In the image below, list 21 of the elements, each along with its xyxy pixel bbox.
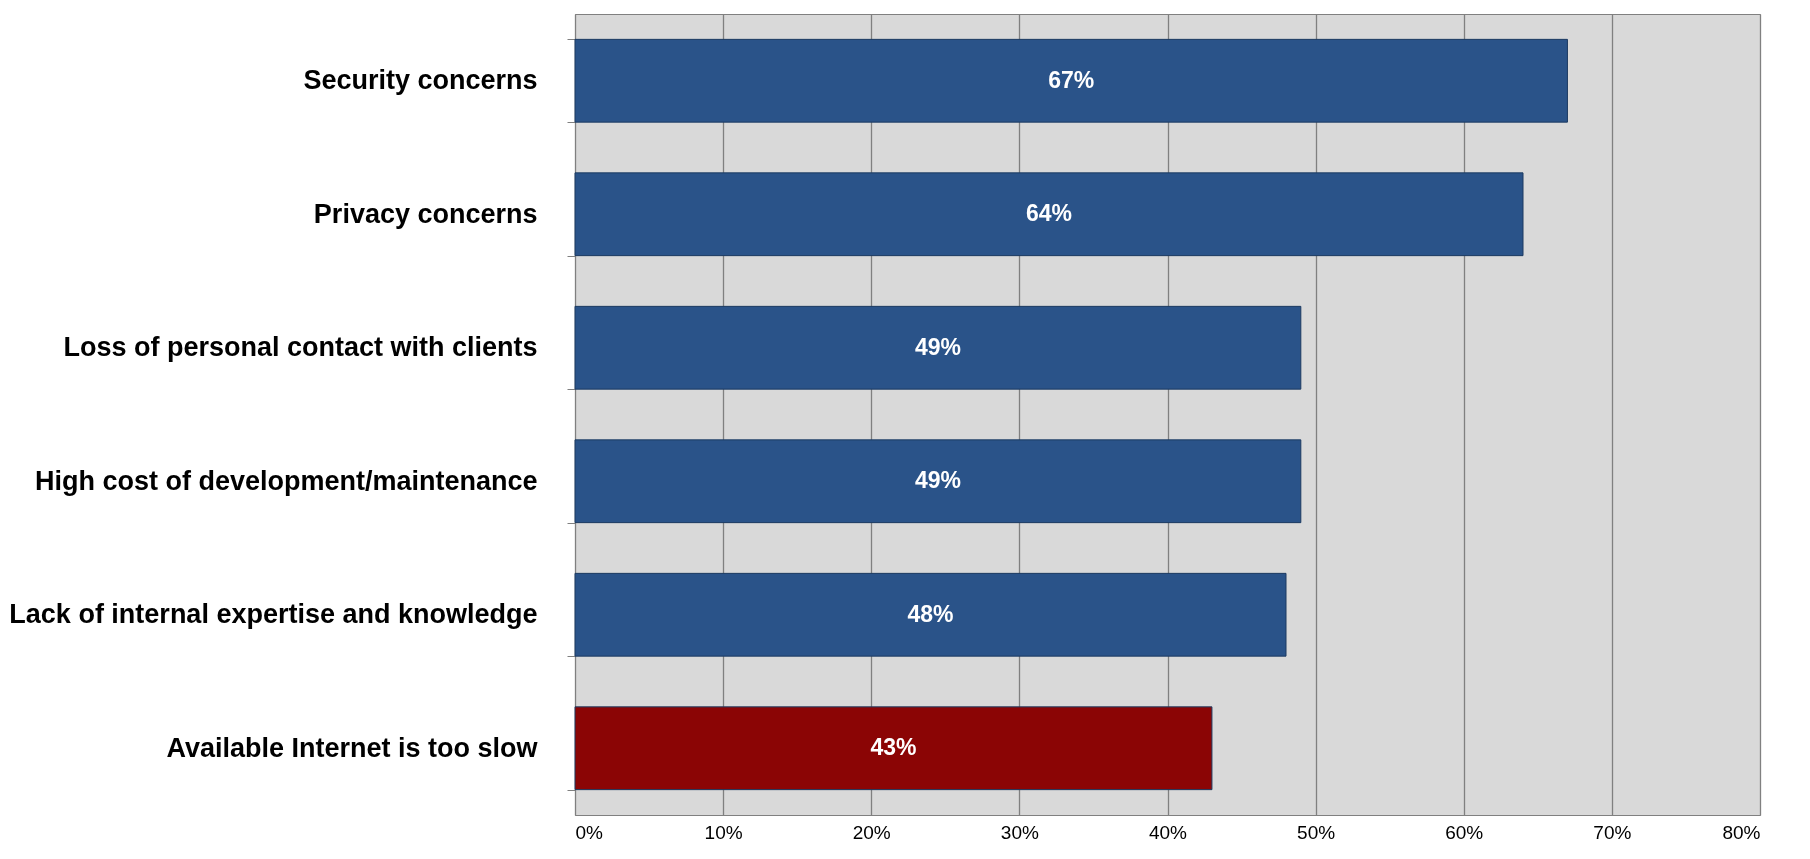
y-tick-label: Loss of personal contact with clients — [63, 332, 538, 363]
data-label: 43% — [870, 734, 917, 761]
x-tick-label: 50% — [1297, 821, 1336, 843]
data-label: 49% — [914, 333, 961, 360]
data-label: 48% — [907, 600, 954, 627]
y-tick-label: Lack of internal expertise and knowledge — [9, 599, 538, 630]
x-tick-label: 40% — [1148, 821, 1188, 843]
y-tick-label: Available Internet is too slow — [166, 732, 539, 763]
x-tick-label: 0% — [575, 821, 604, 843]
data-label: 67% — [1048, 66, 1095, 93]
data-label: 49% — [914, 467, 961, 494]
x-tick-label: 70% — [1593, 821, 1632, 843]
x-tick-label: 10% — [704, 821, 743, 843]
x-tick-label: 60% — [1445, 821, 1484, 843]
y-tick-label: High cost of development/maintenance — [34, 465, 538, 496]
x-tick-label: 80% — [1722, 821, 1761, 843]
x-tick-label: 30% — [1000, 821, 1039, 843]
y-tick-label: Security concerns — [303, 65, 538, 96]
y-tick-label: Privacy concerns — [313, 198, 538, 229]
x-tick-label: 20% — [852, 821, 891, 843]
data-label: 64% — [1025, 200, 1073, 227]
